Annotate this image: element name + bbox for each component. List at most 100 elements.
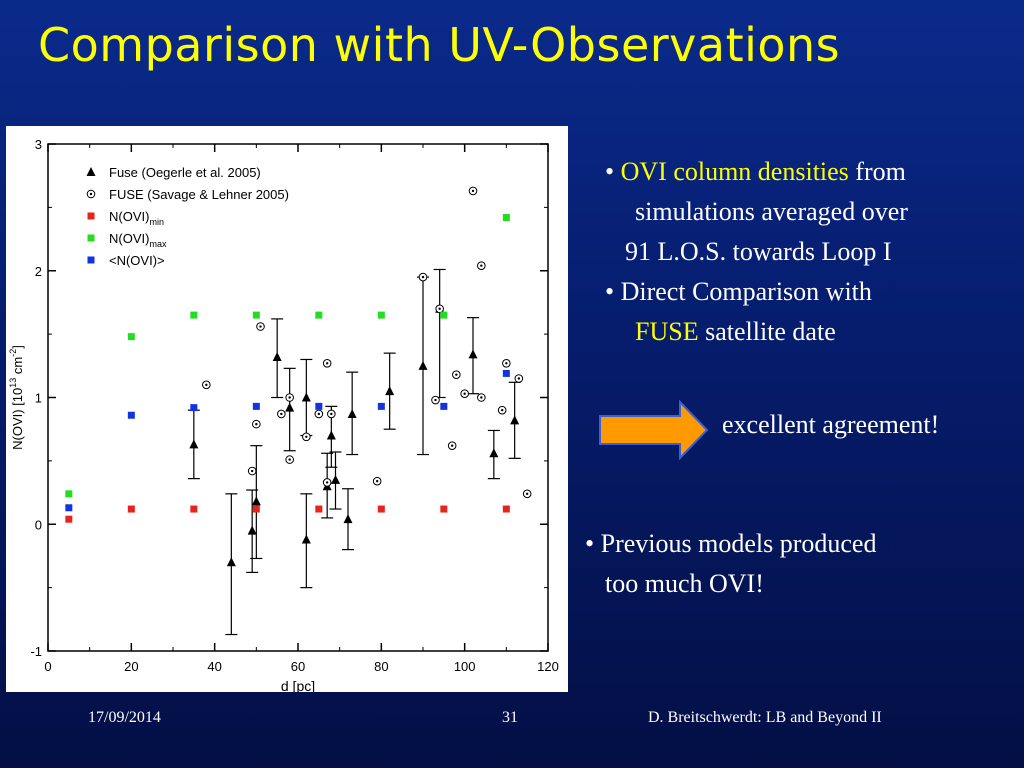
bullet-line: simulations averaged over bbox=[635, 197, 908, 226]
fuse-savage-point bbox=[277, 409, 286, 419]
fuse-oegerle-point bbox=[189, 439, 199, 449]
legend-triangle-marker bbox=[86, 167, 96, 176]
ovi-mean-point bbox=[127, 411, 135, 419]
fuse-savage-point bbox=[418, 272, 428, 282]
bullet-list-top: • OVI column densities from simulations … bbox=[605, 152, 1015, 352]
legend-square-marker bbox=[87, 256, 95, 264]
x-tick-label: 20 bbox=[124, 659, 138, 674]
y-tick-label: 0 bbox=[35, 517, 42, 532]
fuse-savage-point bbox=[447, 441, 457, 450]
fuse-oegerle-point bbox=[347, 408, 357, 418]
ovi-mean-point bbox=[377, 402, 385, 410]
legend-circle-marker bbox=[86, 189, 96, 199]
y-tick-label: -1 bbox=[30, 644, 42, 659]
y-tick-label: 2 bbox=[35, 264, 42, 279]
y-tick-label: 3 bbox=[35, 137, 42, 152]
bullet-marker: • bbox=[605, 277, 621, 306]
fuse-oegerle-point bbox=[385, 386, 395, 396]
fuse-savage-point bbox=[256, 322, 265, 331]
bullet-line: too much OVI! bbox=[605, 569, 764, 598]
bullet-marker: • bbox=[605, 157, 621, 186]
conclusion-text: excellent agreement! bbox=[722, 410, 940, 439]
fuse-oegerle-point bbox=[301, 534, 311, 544]
fuse-oegerle-point bbox=[489, 448, 499, 458]
fuse-savage-point bbox=[460, 389, 469, 398]
ovi-max-point bbox=[377, 311, 385, 319]
fuse-oegerle-point bbox=[510, 415, 520, 425]
ovi-min-point bbox=[377, 505, 385, 513]
ovi-min-point bbox=[127, 505, 135, 513]
fuse-savage-point bbox=[477, 261, 486, 270]
ovi-min-point bbox=[315, 505, 323, 513]
fuse-savage-point bbox=[514, 374, 524, 383]
ovi-mean-point bbox=[502, 369, 510, 377]
right-arrow-icon bbox=[599, 400, 709, 460]
fuse-savage-point bbox=[247, 466, 257, 476]
slide-title: Comparison with UV-Observations bbox=[38, 18, 841, 72]
ovi-max-point bbox=[65, 490, 73, 498]
fuse-savage-point bbox=[477, 393, 486, 402]
fuse-oegerle-point bbox=[226, 557, 236, 567]
ovi-max-point bbox=[190, 311, 198, 319]
ovi-max-point bbox=[502, 214, 510, 222]
fuse-savage-point bbox=[322, 478, 332, 487]
fuse-savage-point bbox=[502, 358, 511, 368]
fuse-savage-point bbox=[435, 304, 444, 314]
footer-author: D. Breitschwerdt: LB and Beyond II bbox=[648, 709, 882, 726]
bullet-line: 91 L.O.S. towards Loop I bbox=[625, 237, 892, 266]
fuse-savage-point bbox=[497, 405, 507, 415]
fuse-savage-point bbox=[285, 455, 294, 464]
fuse-savage-point bbox=[252, 419, 261, 429]
ovi-min-point bbox=[65, 515, 73, 523]
ovi-max-point bbox=[440, 311, 448, 319]
bullet-text: satellite date bbox=[698, 317, 836, 346]
fuse-savage-point bbox=[468, 186, 478, 196]
bullet-previous-models: • Previous models produced bbox=[585, 529, 877, 558]
x-tick-label: 60 bbox=[291, 659, 305, 674]
bullet-direct-comparison: • Direct Comparison with bbox=[605, 272, 1015, 312]
x-tick-label: 80 bbox=[374, 659, 388, 674]
ovi-mean-point bbox=[315, 402, 323, 410]
ovi-mean-point bbox=[65, 504, 73, 512]
legend-square-marker bbox=[87, 212, 95, 220]
fuse-oegerle-point bbox=[301, 392, 311, 402]
legend-square-marker bbox=[87, 234, 95, 242]
fuse-savage-point bbox=[202, 380, 211, 390]
ovi-min-point bbox=[190, 505, 198, 513]
fuse-savage-point bbox=[372, 476, 382, 486]
ovi-mean-point bbox=[440, 402, 448, 410]
x-axis-label: d [pc] bbox=[281, 678, 315, 692]
chart-panel: 0 20 40 60 80 100 120 -1 0 1 2 3 d [pc] N(OVI) [1013 … bbox=[6, 126, 568, 692]
ovi-min-point bbox=[440, 505, 448, 513]
fuse-savage-point bbox=[431, 395, 440, 405]
ovi-min-point bbox=[252, 505, 260, 513]
legend-label: <N(OVI)> bbox=[109, 253, 165, 268]
x-tick-label: 100 bbox=[454, 659, 476, 674]
y-axis-label: N(OVI) [1013 cm-2] bbox=[8, 345, 25, 450]
fuse-oegerle-point bbox=[247, 525, 257, 535]
legend-label: FUSE (Savage & Lehner 2005) bbox=[109, 187, 289, 202]
ovi-max-point bbox=[315, 311, 323, 319]
ovi-max-point bbox=[252, 311, 260, 319]
fuse-savage-point bbox=[452, 370, 461, 379]
highlight-fuse: FUSE bbox=[635, 317, 699, 346]
fuse-oegerle-point bbox=[331, 474, 340, 484]
footer-date: 17/09/2014 bbox=[88, 709, 161, 726]
fuse-oegerle-point bbox=[251, 496, 261, 506]
fuse-savage-point bbox=[314, 409, 324, 419]
bullet-ovi-densities: • OVI column densities from bbox=[605, 152, 1015, 192]
x-tick-label: 40 bbox=[207, 659, 221, 674]
fuse-oegerle-point bbox=[418, 360, 428, 370]
fuse-savage-point bbox=[327, 409, 336, 419]
x-tick-label: 120 bbox=[537, 659, 559, 674]
footer-page-number: 31 bbox=[502, 709, 518, 726]
bullet-text: from bbox=[848, 157, 906, 186]
fuse-savage-point bbox=[302, 432, 311, 442]
fuse-savage-point bbox=[522, 489, 532, 499]
ovi-max-point bbox=[127, 333, 135, 341]
bullet-text: Direct Comparison with bbox=[620, 277, 872, 306]
fuse-oegerle-point bbox=[326, 430, 336, 440]
y-tick-label: 1 bbox=[35, 391, 42, 406]
fuse-oegerle-point bbox=[468, 349, 478, 359]
